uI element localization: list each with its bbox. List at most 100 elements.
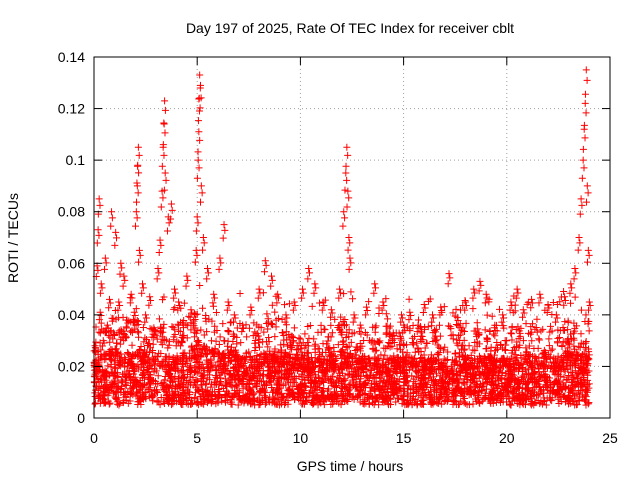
roti-point	[200, 366, 208, 374]
roti-point	[512, 326, 520, 334]
roti-point	[570, 342, 578, 350]
roti-point	[440, 303, 448, 311]
roti-point	[128, 341, 136, 349]
roti-point	[146, 348, 154, 356]
roti-point	[139, 323, 147, 331]
roti-point	[159, 382, 167, 390]
roti-point	[488, 312, 496, 320]
roti-point	[564, 317, 572, 325]
y-tick-label: 0.14	[58, 49, 85, 65]
roti-point	[152, 367, 160, 375]
roti-point	[352, 343, 360, 351]
x-tick-label: 25	[602, 430, 618, 446]
roti-point	[452, 305, 460, 313]
roti-point	[155, 315, 163, 323]
roti-point	[211, 322, 219, 330]
roti-point	[394, 394, 402, 402]
roti-point	[548, 345, 556, 353]
roti-point	[105, 400, 113, 408]
roti-point	[271, 333, 279, 341]
roti-point	[548, 363, 556, 371]
roti-point	[275, 390, 283, 398]
roti-point	[254, 358, 262, 366]
roti-point	[337, 313, 345, 321]
roti-point	[345, 333, 353, 341]
roti-point	[538, 371, 546, 379]
roti-point	[560, 288, 568, 296]
roti-point	[535, 336, 543, 344]
roti-point	[534, 344, 542, 352]
roti-point	[485, 298, 493, 306]
roti-point	[289, 338, 297, 346]
roti-point	[182, 320, 190, 328]
roti-point	[116, 340, 124, 348]
roti-point	[199, 304, 207, 312]
roti-point	[356, 340, 364, 348]
roti-point	[234, 401, 242, 409]
roti-point	[199, 371, 207, 379]
roti-point	[541, 396, 549, 404]
roti-point	[113, 339, 121, 347]
roti-point	[363, 331, 371, 339]
roti-point	[400, 342, 408, 350]
x-tick-label: 20	[499, 430, 515, 446]
roti-point	[102, 385, 110, 393]
roti-point	[187, 326, 195, 334]
roti-point	[330, 348, 338, 356]
roti-point	[500, 385, 508, 393]
roti-point	[165, 338, 173, 346]
roti-point	[305, 334, 313, 342]
roti-point	[204, 368, 212, 376]
roti-point	[444, 355, 452, 363]
roti-point	[237, 339, 245, 347]
roti-point	[567, 299, 575, 307]
roti-point	[530, 384, 538, 392]
roti-point	[310, 335, 318, 343]
roti-point	[444, 348, 452, 356]
roti-point	[191, 353, 199, 361]
roti-point	[212, 308, 220, 316]
y-tick-label: 0.1	[66, 152, 86, 168]
roti-point	[179, 349, 187, 357]
roti-point	[459, 360, 467, 368]
roti-point	[438, 382, 446, 390]
roti-point	[91, 400, 99, 408]
roti-point	[456, 331, 464, 339]
roti-point	[528, 337, 536, 345]
roti-point	[176, 328, 184, 336]
roti-point	[307, 354, 315, 362]
roti-point	[193, 358, 201, 366]
roti-point	[337, 401, 345, 409]
roti-point	[418, 396, 426, 404]
roti-point	[160, 320, 168, 328]
roti-point	[172, 342, 180, 350]
roti-point	[483, 311, 491, 319]
roti-point	[577, 306, 585, 314]
roti-point	[170, 336, 178, 344]
roti-point	[382, 322, 390, 330]
roti-point	[250, 319, 258, 327]
y-axis-label: ROTI / TECUs	[5, 193, 21, 283]
roti-point	[173, 352, 181, 360]
roti-point	[278, 353, 286, 361]
y-tick-label: 0.06	[58, 255, 85, 271]
roti-point	[520, 356, 528, 364]
roti-point	[349, 376, 357, 384]
roti-point	[451, 375, 459, 383]
roti-point	[327, 400, 335, 408]
roti-point	[319, 377, 327, 385]
roti-point	[513, 380, 521, 388]
roti-point	[455, 332, 463, 340]
roti-point	[263, 310, 271, 318]
roti-point	[542, 401, 550, 409]
roti-point	[494, 345, 502, 353]
roti-point	[202, 379, 210, 387]
roti-point	[306, 322, 314, 330]
roti-point	[508, 336, 516, 344]
roti-point	[582, 311, 590, 319]
roti-point	[272, 323, 280, 331]
roti-point	[369, 399, 377, 407]
roti-point	[107, 360, 115, 368]
roti-point	[319, 387, 327, 395]
